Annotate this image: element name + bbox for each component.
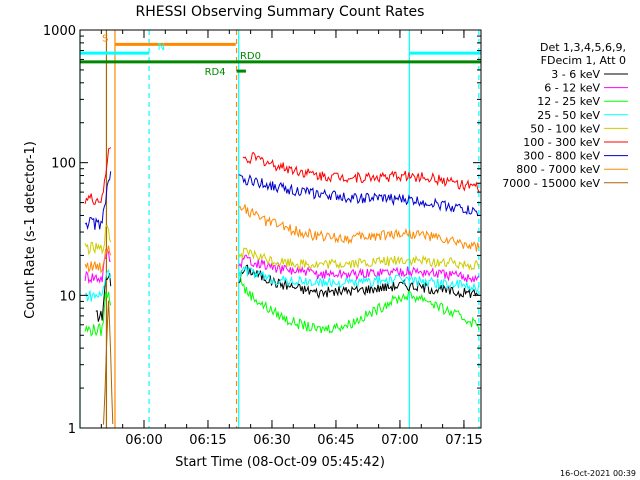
y-axis-label: Count Rate (s-1 detector-1)	[23, 141, 38, 319]
legend-label: 100 - 300 keV	[523, 136, 600, 149]
axes-layer: 1 10 100 1000 06:00 06:15 06:30 06:45 07:00 07:15	[43, 24, 483, 448]
legend-label: 800 - 7000 keV	[516, 163, 600, 176]
chart-title: RHESSI Observing Summary Count Rates	[136, 4, 425, 20]
series-line	[238, 204, 480, 252]
series-line	[238, 264, 479, 299]
series-line	[84, 245, 112, 274]
legend-label: 25 - 50 keV	[537, 109, 600, 122]
y-tick-label: 1	[68, 422, 76, 437]
legend-header-line2: FDecim 1, Att 0	[541, 54, 626, 67]
y-tick-label: 10	[59, 289, 76, 304]
x-tick-label: 06:00	[125, 433, 162, 448]
series-line	[242, 152, 480, 193]
legend-label: 3 - 6 keV	[551, 68, 600, 81]
series-line	[95, 272, 112, 322]
x-tick-label: 06:15	[189, 433, 226, 448]
y-tick-label: 1000	[43, 24, 76, 39]
series-line	[103, 300, 114, 425]
legend-label: 7000 - 15000 keV	[502, 177, 600, 190]
x-tick-label: 06:45	[317, 433, 354, 448]
x-axis-label: Start Time (08-Oct-09 05:45:42)	[175, 455, 385, 470]
flag-label: RD4	[205, 67, 226, 78]
legend-header-line1: Det 1,3,4,5,6,9,	[540, 41, 626, 54]
legend-label: 6 - 12 keV	[544, 82, 600, 95]
x-tick-label: 06:30	[253, 433, 290, 448]
x-tick-label: 07:15	[445, 433, 482, 448]
series-line	[84, 224, 112, 256]
series-line	[84, 291, 112, 337]
series-line	[84, 248, 111, 284]
series-line	[238, 271, 480, 334]
flag-label: RD0	[240, 51, 261, 62]
series-line	[84, 171, 112, 231]
legend-label: 50 - 100 keV	[530, 122, 600, 135]
plot-frame	[79, 29, 482, 429]
flags-layer: S N RD0 RD4	[80, 33, 481, 78]
vlines-layer	[79, 30, 480, 428]
series-line	[238, 265, 480, 294]
x-tick-label: 07:00	[381, 433, 418, 448]
series-line	[84, 147, 112, 206]
footer-date: 16-Oct-2021 00:39	[560, 469, 636, 478]
legend-label: 300 - 800 keV	[523, 150, 600, 163]
flag-label: S	[102, 33, 108, 44]
series-line	[238, 174, 480, 217]
y-tick-label: 100	[51, 157, 76, 172]
flag-label: N	[158, 42, 165, 53]
series-line	[238, 247, 480, 271]
legend-label: 12 - 25 keV	[537, 95, 600, 108]
series-line	[84, 268, 112, 302]
series-layer	[84, 147, 480, 425]
